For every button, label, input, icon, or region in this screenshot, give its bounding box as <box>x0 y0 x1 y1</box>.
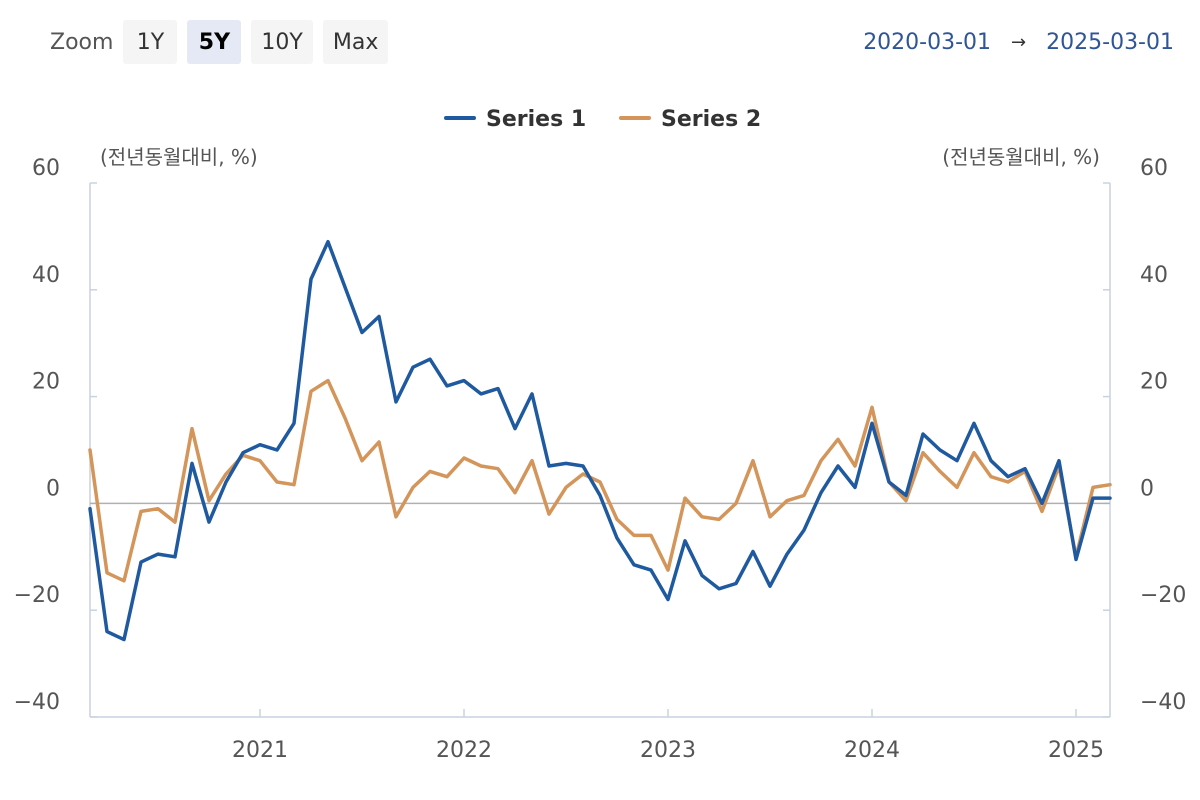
series-2-line[interactable] <box>88 378 1112 583</box>
zoom-10y-button[interactable]: 10Y <box>251 20 313 64</box>
legend-item-series-1[interactable]: Series 1 <box>444 107 586 132</box>
date-range: 2020-03-01 → 2025-03-01 <box>863 20 1174 64</box>
x-tick-label: 2023 <box>640 738 696 763</box>
range-to[interactable]: 2025-03-01 <box>1046 29 1174 55</box>
left-axis-label: (전년동월대비, %) <box>100 145 258 169</box>
range-from[interactable]: 2020-03-01 <box>863 29 992 55</box>
legend-item-series-2[interactable]: Series 2 <box>619 107 761 132</box>
y-tick-label-right: 40 <box>1140 263 1168 288</box>
legend-label: Series 1 <box>486 107 586 132</box>
zoom-5y-button[interactable]: 5Y <box>187 20 242 64</box>
x-tick-label: 2024 <box>844 738 900 763</box>
range-arrow: → <box>1011 31 1027 53</box>
y-tick-label-left: −40 <box>14 690 60 715</box>
x-tick-label: 2021 <box>232 738 288 763</box>
plot-area <box>88 239 1112 642</box>
zoom-1y-button[interactable]: 1Y <box>123 20 178 64</box>
legend: Series 1 Series 2 <box>444 107 761 132</box>
y-tick-label-right: −40 <box>1140 690 1186 715</box>
zoom-bar: Zoom 1Y 5Y 10Y Max <box>50 20 398 64</box>
y-tick-label-left: 20 <box>32 370 60 395</box>
axes: −40 −40 −20 −20 0 0 20 20 40 40 60 60 2021 2022 2023 20… <box>14 156 1187 763</box>
zoom-max-button[interactable]: Max <box>322 20 389 64</box>
y-tick-label-left: 60 <box>32 156 60 181</box>
y-tick-label-left: −20 <box>14 583 60 608</box>
x-tick-label: 2025 <box>1048 738 1104 763</box>
y-tick-label-left: 40 <box>32 263 60 288</box>
x-tick-label: 2022 <box>436 738 492 763</box>
y-tick-label-left: 0 <box>46 476 60 501</box>
zoom-label: Zoom <box>50 29 114 55</box>
legend-label: Series 2 <box>661 107 761 132</box>
y-tick-label-right: 60 <box>1140 156 1168 181</box>
y-tick-label-right: −20 <box>1140 583 1186 608</box>
y-tick-label-right: 0 <box>1140 476 1154 501</box>
series-1-line[interactable] <box>88 239 1112 642</box>
right-axis-label: (전년동월대비, %) <box>942 145 1100 169</box>
y-tick-label-right: 20 <box>1140 370 1168 395</box>
